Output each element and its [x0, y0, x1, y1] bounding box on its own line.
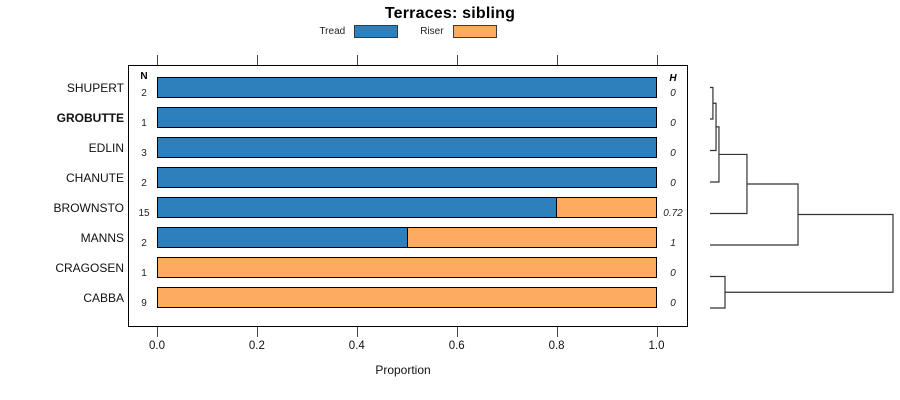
x-tick-top	[356, 55, 358, 65]
x-tick-bottom	[556, 327, 558, 337]
legend-item-riser: Riser	[420, 25, 497, 38]
stacked-bar	[157, 197, 657, 218]
bar-segment-riser	[406, 228, 656, 247]
stacked-bar	[157, 137, 657, 158]
dendrogram-branch	[710, 275, 726, 309]
h-value: 0	[670, 117, 676, 129]
bar-segment-tread	[158, 168, 656, 187]
plot-box	[128, 65, 688, 327]
dendrogram-branch	[710, 86, 714, 120]
bar-segment-riser	[556, 198, 656, 217]
bar-segment-tread	[158, 78, 656, 97]
legend-label-riser: Riser	[420, 26, 444, 37]
h-value: 0	[670, 267, 676, 279]
x-axis-title: Proportion	[375, 363, 431, 377]
bar-segment-tread	[158, 138, 656, 157]
n-value: 15	[138, 207, 150, 219]
x-tick-label: 1.0	[648, 340, 665, 352]
x-tick-top	[456, 55, 458, 65]
x-tick-label: 0.6	[448, 340, 465, 352]
category-label: CHANUTE	[65, 170, 124, 185]
h-column-header: H	[669, 73, 677, 84]
n-column-header: N	[140, 71, 148, 82]
x-tick-top	[157, 55, 158, 65]
category-label: CABBA	[83, 290, 124, 305]
n-value: 2	[141, 177, 147, 189]
n-value: 1	[141, 267, 147, 279]
h-value: 0	[670, 87, 676, 99]
bar-segment-tread	[158, 108, 656, 127]
h-value: 0.72	[663, 207, 683, 219]
legend-label-tread: Tread	[319, 26, 346, 37]
x-tick-label: 0.2	[248, 340, 265, 352]
dendrogram-branch	[710, 183, 799, 246]
h-value: 0	[670, 297, 676, 309]
stacked-bar	[157, 107, 657, 128]
stacked-bar	[157, 287, 657, 308]
category-label: EDLIN	[88, 140, 124, 155]
x-tick-bottom	[157, 327, 158, 337]
x-tick-top	[556, 55, 558, 65]
n-value: 2	[141, 87, 147, 99]
h-value: 0	[670, 177, 676, 189]
dendrogram-branch	[710, 153, 748, 215]
h-value: 0	[670, 147, 676, 159]
category-label: MANNS	[80, 230, 124, 245]
bar-segment-tread	[158, 228, 407, 247]
bar-segment-riser	[158, 288, 656, 307]
dendrogram-branch	[710, 126, 720, 183]
chart-title: Terraces: sibling	[384, 5, 516, 22]
n-value: 3	[141, 147, 147, 159]
x-tick-label: 0.8	[548, 340, 565, 352]
stacked-bar	[157, 167, 657, 188]
x-tick-top	[656, 55, 658, 65]
category-label: SHUPERT	[66, 80, 124, 95]
legend-swatch-tread	[354, 25, 399, 38]
x-tick-top	[256, 55, 258, 65]
dendrogram-branch	[710, 102, 717, 152]
legend: Tread Riser	[0, 25, 816, 38]
legend-item-tread: Tread	[319, 25, 399, 38]
category-label: GROBUTTE	[56, 110, 124, 125]
x-tick-bottom	[456, 327, 458, 337]
stacked-bar	[157, 227, 657, 248]
category-label: BROWNSTO	[53, 200, 124, 215]
n-value: 9	[141, 297, 147, 309]
bar-segment-tread	[158, 198, 556, 217]
category-label: CRAGOSEN	[55, 260, 124, 275]
h-value: 1	[670, 237, 676, 249]
x-tick-bottom	[356, 327, 358, 337]
x-tick-bottom	[656, 327, 658, 337]
bar-segment-riser	[158, 258, 656, 277]
stacked-bar	[157, 77, 657, 98]
x-tick-label: 0.0	[149, 340, 165, 352]
dendrogram-branch	[725, 213, 894, 293]
n-value: 2	[141, 237, 147, 249]
x-tick-bottom	[256, 327, 258, 337]
n-value: 1	[141, 117, 147, 129]
stacked-bar	[157, 257, 657, 278]
legend-swatch-riser	[452, 25, 497, 38]
x-tick-label: 0.4	[348, 340, 365, 352]
